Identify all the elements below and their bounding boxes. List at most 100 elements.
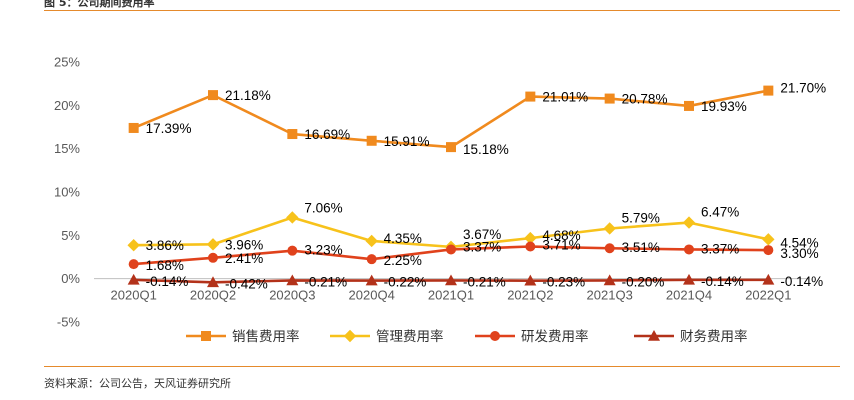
data-point-0-4 xyxy=(446,142,456,153)
data-point-2-6 xyxy=(604,243,615,254)
data-label: 15.91% xyxy=(384,134,430,149)
y-tick-label: 20% xyxy=(54,98,80,113)
x-tick-label: 2021Q4 xyxy=(666,288,712,303)
data-label: 21.01% xyxy=(542,90,588,105)
data-point-0-2 xyxy=(287,129,298,140)
data-label: 3.37% xyxy=(463,239,501,254)
data-label: 3.96% xyxy=(225,237,263,252)
x-tick-label: 2021Q1 xyxy=(428,288,474,303)
data-label: 17.39% xyxy=(146,121,192,136)
data-point-1-8 xyxy=(762,233,775,246)
legend-label: 管理费用率 xyxy=(376,328,444,345)
data-point-2-8 xyxy=(763,245,774,256)
data-label: -0.21% xyxy=(463,274,506,289)
data-label: 5.79% xyxy=(622,210,660,225)
expense-ratio-chart: -5% 0% 5% 10% 15% 20% 25% 17.39% 21.18% 16.69% 15… xyxy=(54,55,826,346)
data-point-0-0 xyxy=(128,122,139,133)
data-label: -0.42% xyxy=(225,276,268,291)
data-label: -0.14% xyxy=(701,274,744,289)
x-tick-label: 2021Q2 xyxy=(507,288,553,303)
data-point-0-1 xyxy=(208,90,218,101)
data-label: 3.67% xyxy=(463,227,501,242)
series-layer xyxy=(127,85,775,288)
data-labels: 17.39% 21.18% 16.69% 15.91% 15.18% 21.01% 20.7… xyxy=(146,81,826,292)
source-note: 资料来源：公司公告，天风证券研究所 xyxy=(44,377,231,390)
y-tick-label: 15% xyxy=(54,141,80,156)
data-point-0-5 xyxy=(525,91,536,102)
legend-marker-2 xyxy=(490,331,500,341)
data-point-1-2 xyxy=(286,211,299,224)
data-label: -0.22% xyxy=(384,275,427,290)
data-point-1-1 xyxy=(206,238,220,251)
data-point-3-8 xyxy=(762,273,775,285)
data-label: 3.30% xyxy=(780,246,818,261)
data-label: -0.23% xyxy=(542,275,585,290)
data-point-3-3 xyxy=(365,274,378,286)
legend: 销售费用率 管理费用率 研发费用率 财务费用率 xyxy=(186,328,748,345)
data-label: 3.71% xyxy=(542,238,580,253)
legend-label: 研发费用率 xyxy=(521,328,589,345)
data-label: 2.25% xyxy=(384,253,422,268)
data-point-0-8 xyxy=(763,85,774,96)
x-axis-ticks: 2020Q1 2020Q2 2020Q3 2020Q4 2021Q1 2021Q2 2021… xyxy=(111,288,792,303)
y-tick-label: 5% xyxy=(61,228,80,243)
x-tick-label: 2020Q4 xyxy=(349,288,395,303)
title-divider xyxy=(44,10,840,11)
data-label: 3.23% xyxy=(304,243,342,258)
legend-marker-0 xyxy=(201,331,211,341)
y-tick-label: 0% xyxy=(61,271,80,286)
legend-marker-1 xyxy=(343,329,357,343)
source-divider xyxy=(44,366,840,367)
y-tick-label: -5% xyxy=(57,315,81,330)
data-point-2-2 xyxy=(287,245,298,256)
data-point-1-5 xyxy=(524,231,537,245)
data-point-1-7 xyxy=(682,216,696,229)
data-label: 19.93% xyxy=(701,99,747,114)
data-point-3-6 xyxy=(603,274,616,286)
data-label: 21.70% xyxy=(780,81,826,96)
data-label: -0.20% xyxy=(622,274,665,289)
data-label: 6.47% xyxy=(701,205,739,220)
legend-label: 财务费用率 xyxy=(680,328,748,345)
data-point-0-3 xyxy=(366,135,377,146)
data-label: 2.41% xyxy=(225,251,263,266)
data-label: 4.68% xyxy=(542,228,580,243)
data-point-3-4 xyxy=(445,274,457,286)
x-tick-label: 2020Q2 xyxy=(190,288,236,303)
data-point-2-0 xyxy=(128,259,139,270)
legend-marker-3 xyxy=(648,330,660,341)
data-label: 16.69% xyxy=(304,127,350,142)
data-point-3-7 xyxy=(683,273,695,285)
figure-title: 图 5：公司期间费用率 xyxy=(44,0,155,9)
data-label: 15.18% xyxy=(463,142,509,157)
data-point-3-2 xyxy=(286,274,299,286)
data-label: 3.86% xyxy=(146,238,184,253)
data-label: -0.14% xyxy=(780,274,823,289)
data-point-2-1 xyxy=(208,252,218,263)
data-label: -0.14% xyxy=(146,274,189,289)
data-point-2-7 xyxy=(684,244,694,255)
data-label: 3.37% xyxy=(701,241,739,256)
data-point-1-6 xyxy=(603,222,616,235)
data-label: 3.51% xyxy=(622,240,660,255)
data-label: 7.06% xyxy=(304,200,342,215)
legend-label: 销售费用率 xyxy=(232,328,300,345)
data-point-0-7 xyxy=(684,100,694,111)
data-point-2-3 xyxy=(366,254,377,265)
data-point-0-6 xyxy=(604,93,615,104)
x-tick-label: 2021Q3 xyxy=(587,288,633,303)
y-tick-label: 10% xyxy=(54,185,80,200)
data-point-1-0 xyxy=(127,239,140,252)
data-point-2-4 xyxy=(446,244,456,255)
data-point-3-0 xyxy=(127,273,140,285)
x-tick-label: 2020Q1 xyxy=(111,288,157,303)
data-label: 4.54% xyxy=(780,235,818,250)
data-label: 4.35% xyxy=(384,231,422,246)
x-tick-label: 2020Q3 xyxy=(269,288,315,303)
data-label: 1.68% xyxy=(146,258,184,273)
data-point-2-5 xyxy=(525,241,536,252)
data-label: 21.18% xyxy=(225,88,271,103)
data-label: 20.78% xyxy=(622,92,668,107)
x-tick-label: 2022Q1 xyxy=(745,288,791,303)
data-point-1-3 xyxy=(365,234,378,248)
